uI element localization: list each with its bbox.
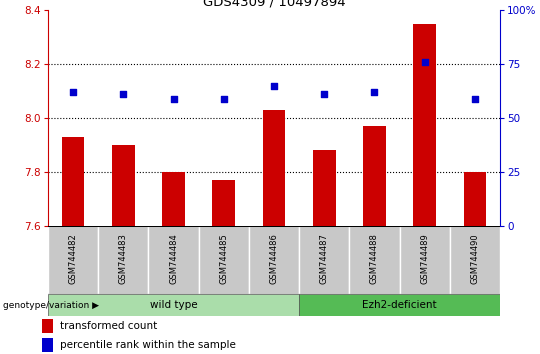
- Text: Ezh2-deficient: Ezh2-deficient: [362, 300, 437, 310]
- Bar: [299, 295, 500, 315]
- Bar: [249, 226, 299, 294]
- Point: [470, 96, 479, 101]
- Point: [320, 91, 328, 97]
- Point: [420, 59, 429, 65]
- Point: [370, 89, 379, 95]
- Text: GSM744487: GSM744487: [320, 233, 329, 284]
- Bar: [42, 338, 53, 352]
- Text: GSM744490: GSM744490: [470, 233, 480, 284]
- Point: [69, 89, 77, 95]
- Bar: [463, 172, 486, 226]
- Text: GSM744483: GSM744483: [119, 233, 128, 284]
- Bar: [212, 180, 235, 226]
- Bar: [262, 110, 285, 226]
- Text: wild type: wild type: [150, 300, 197, 310]
- Text: GSM744482: GSM744482: [69, 233, 78, 284]
- Text: GSM744484: GSM744484: [169, 233, 178, 284]
- Bar: [349, 226, 400, 294]
- Text: genotype/variation ▶: genotype/variation ▶: [3, 301, 99, 309]
- Point: [119, 91, 127, 97]
- Text: transformed count: transformed count: [60, 321, 158, 331]
- Text: GSM744488: GSM744488: [370, 233, 379, 284]
- Bar: [98, 226, 148, 294]
- Bar: [42, 319, 53, 333]
- Bar: [62, 137, 84, 226]
- Text: GSM744486: GSM744486: [269, 233, 279, 284]
- Bar: [400, 226, 450, 294]
- Bar: [148, 226, 199, 294]
- Bar: [48, 226, 98, 294]
- Text: GSM744489: GSM744489: [420, 233, 429, 284]
- Bar: [313, 150, 335, 226]
- Text: GSM744485: GSM744485: [219, 233, 228, 284]
- Point: [219, 96, 228, 101]
- Text: percentile rank within the sample: percentile rank within the sample: [60, 340, 236, 350]
- Bar: [450, 226, 500, 294]
- Bar: [112, 145, 134, 226]
- Bar: [299, 226, 349, 294]
- Bar: [199, 226, 249, 294]
- Bar: [363, 126, 386, 226]
- Point: [269, 83, 278, 88]
- Point: [169, 96, 178, 101]
- Title: GDS4309 / 10497894: GDS4309 / 10497894: [202, 0, 345, 9]
- Bar: [162, 172, 185, 226]
- Bar: [413, 23, 436, 226]
- Bar: [48, 295, 299, 315]
